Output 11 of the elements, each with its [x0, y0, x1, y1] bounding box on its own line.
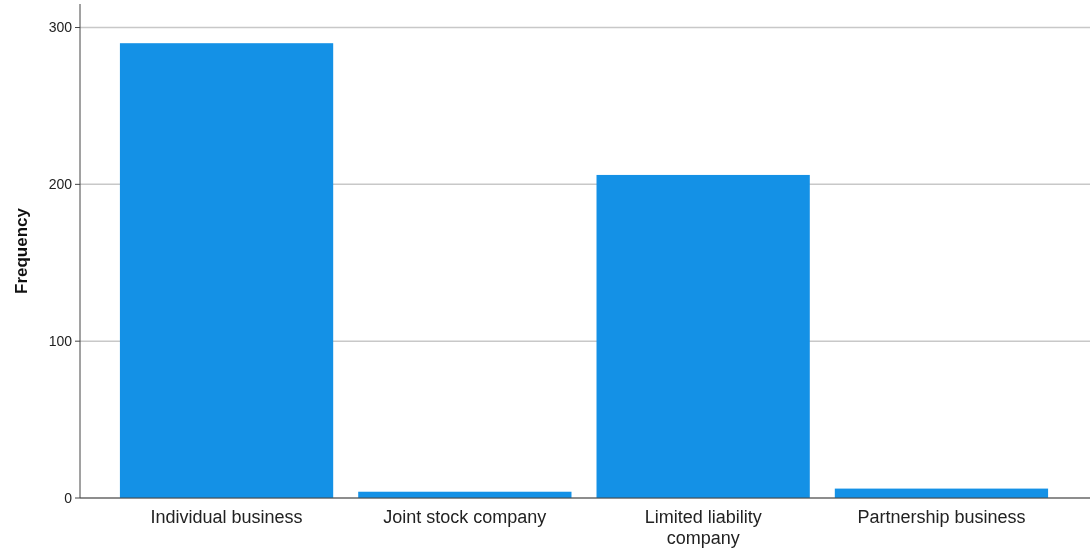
y-tick-label: 200 — [48, 176, 73, 193]
x-tick-label: Joint stock company — [383, 507, 547, 527]
y-tick-label: 100 — [48, 333, 73, 350]
x-tick-label: Partnership business — [857, 507, 1026, 527]
y-axis-title: Frequency — [12, 207, 31, 294]
x-tick-label: Limited liability company — [644, 507, 762, 548]
y-tick-label: 0 — [64, 489, 73, 506]
bar — [119, 43, 334, 498]
y-tick-label: 300 — [48, 19, 73, 36]
bar — [596, 174, 810, 498]
x-tick-label: Individual business — [150, 507, 303, 527]
